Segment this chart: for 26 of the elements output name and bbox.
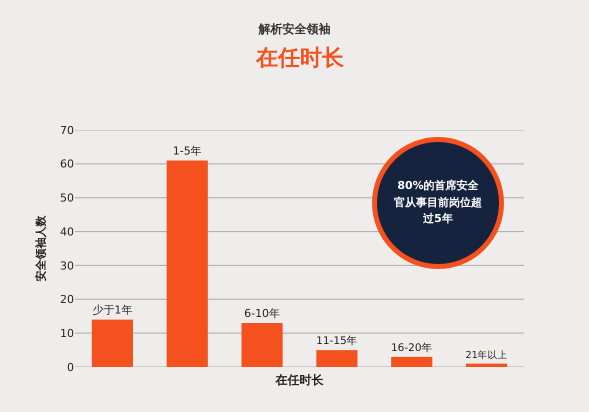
y-tick-label: 70: [60, 124, 74, 137]
bar: [166, 160, 208, 367]
y-tick-label: 40: [60, 225, 74, 238]
bar: [466, 364, 508, 367]
bar: [316, 350, 358, 367]
x-tick-label: 21年以上: [465, 348, 508, 361]
y-axis-title: 安全领袖人数: [34, 214, 48, 282]
badge: 80%的首席安全官从事目前岗位超过5年: [372, 137, 504, 269]
y-tick-label: 50: [60, 192, 74, 205]
y-tick-label: 20: [60, 293, 74, 306]
x-tick-label: 少于1年: [92, 304, 132, 317]
bar: [92, 320, 133, 367]
bar: [391, 356, 432, 367]
y-tick-label: 10: [60, 326, 74, 340]
y-tick-label: 30: [60, 259, 74, 272]
y-tick-label: 0: [67, 360, 74, 374]
chart-subtitle: 在任时长: [255, 46, 345, 71]
annotation: 80%的首席安全官从事目前岗位超过5年: [393, 178, 483, 228]
y-tick-label: 60: [60, 158, 74, 171]
x-tick-label: 16-20年: [390, 342, 433, 354]
x-tick-label: 1-5年: [172, 144, 202, 158]
bar: [242, 322, 283, 367]
chart-title: 解析安全领袖: [258, 22, 330, 36]
x-axis-title: 在任时长: [274, 372, 324, 387]
x-tick-label: 6-10年: [244, 306, 280, 320]
x-tick-label: 11-15年: [316, 335, 358, 348]
